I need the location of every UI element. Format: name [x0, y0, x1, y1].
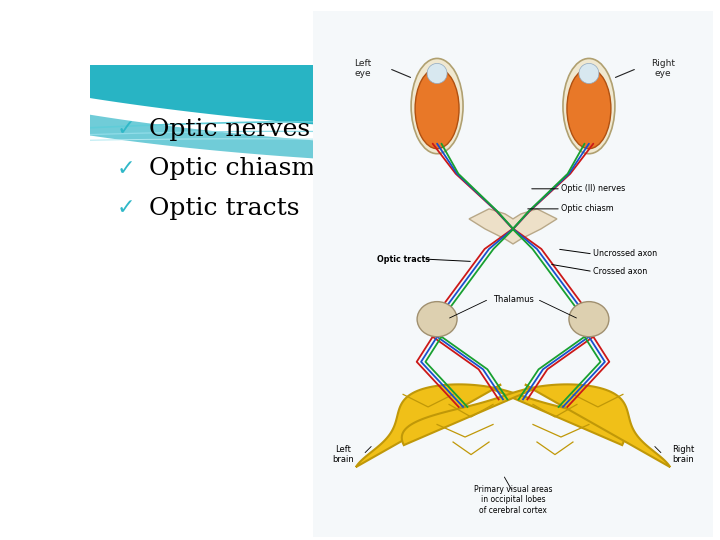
- Text: ✓: ✓: [117, 198, 135, 218]
- Text: Optic (II) nerves: Optic (II) nerves: [561, 184, 625, 193]
- Text: Optic chiasm: Optic chiasm: [561, 204, 613, 213]
- Ellipse shape: [563, 58, 615, 154]
- Text: Crossed axon: Crossed axon: [593, 267, 647, 276]
- Text: Right
eye: Right eye: [651, 59, 675, 78]
- Text: Left
eye: Left eye: [354, 59, 372, 78]
- Polygon shape: [492, 65, 648, 119]
- Ellipse shape: [567, 69, 611, 148]
- Polygon shape: [469, 209, 557, 244]
- Text: Thalamus: Thalamus: [492, 295, 534, 303]
- Ellipse shape: [569, 302, 609, 337]
- Ellipse shape: [579, 64, 599, 84]
- Polygon shape: [402, 384, 670, 467]
- Ellipse shape: [415, 69, 459, 148]
- Polygon shape: [356, 384, 624, 467]
- Text: ✓: ✓: [117, 159, 135, 179]
- Ellipse shape: [427, 64, 447, 84]
- Text: ✓: ✓: [117, 119, 135, 139]
- Text: Left
brain: Left brain: [333, 445, 354, 464]
- Text: Optic tracts: Optic tracts: [377, 254, 430, 264]
- Polygon shape: [90, 114, 648, 171]
- Text: Optic chiasma: Optic chiasma: [148, 157, 330, 180]
- Text: Right
brain: Right brain: [672, 445, 694, 464]
- Polygon shape: [90, 65, 648, 143]
- Ellipse shape: [411, 58, 463, 154]
- Text: Uncrossed axon: Uncrossed axon: [593, 249, 657, 259]
- Ellipse shape: [417, 302, 457, 337]
- Text: Optic tracts: Optic tracts: [148, 197, 299, 220]
- Text: Optic nerves: Optic nerves: [148, 118, 310, 141]
- Text: Primary visual areas
in occipital lobes
of cerebral cortex: Primary visual areas in occipital lobes …: [474, 485, 552, 515]
